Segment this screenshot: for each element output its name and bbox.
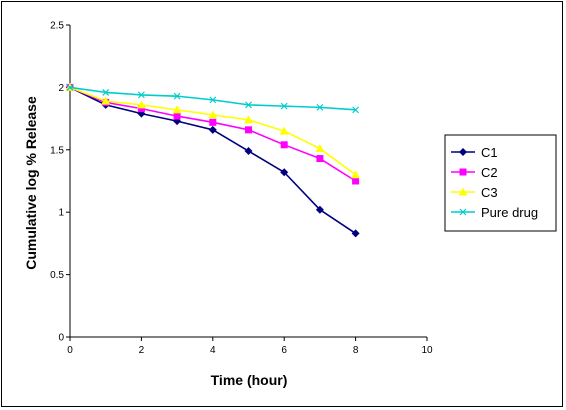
x-ticks: 0 2 4 6 8 10 xyxy=(67,337,433,356)
x-tick-label: 10 xyxy=(421,345,433,356)
x-tick-label: 8 xyxy=(353,345,359,356)
series-line xyxy=(69,86,357,235)
data-point xyxy=(208,125,217,134)
series-group xyxy=(65,82,361,238)
legend-marker xyxy=(458,187,468,196)
data-point xyxy=(136,100,146,109)
y-tick-label: 0.5 xyxy=(50,270,64,281)
data-point xyxy=(209,118,217,126)
legend-marker xyxy=(459,168,467,176)
legend-label: Pure drug xyxy=(481,205,538,220)
data-point xyxy=(101,96,111,105)
data-point xyxy=(173,112,181,120)
y-ticks: 0 0.5 1 1.5 2 2.5 xyxy=(50,21,70,344)
data-point xyxy=(245,101,252,109)
series-c2 xyxy=(66,83,360,185)
data-point xyxy=(315,144,325,153)
y-tick-label: 1.5 xyxy=(50,145,64,156)
legend: C1 C2 C3 Pure drug xyxy=(444,134,557,232)
axes xyxy=(69,25,427,338)
data-point xyxy=(351,170,361,179)
data-point xyxy=(137,105,145,113)
data-point xyxy=(280,168,289,177)
x-tick-label: 0 xyxy=(67,345,73,356)
legend-item: C1 xyxy=(451,145,498,160)
data-point xyxy=(352,177,360,185)
data-point xyxy=(102,88,110,96)
data-point xyxy=(316,155,324,163)
x-axis-label: Time (hour) xyxy=(211,372,288,388)
y-tick-label: 2 xyxy=(58,83,64,94)
data-point xyxy=(279,126,289,135)
data-point xyxy=(66,83,74,91)
data-point xyxy=(244,115,253,124)
data-point xyxy=(351,229,360,238)
legend-label: C1 xyxy=(481,145,498,160)
legend-marker xyxy=(459,208,467,216)
y-axis-label: Cumulative log % Release xyxy=(23,96,39,270)
data-point xyxy=(280,141,288,149)
data-point xyxy=(315,205,324,214)
data-point xyxy=(244,147,253,156)
legend-item: C2 xyxy=(451,165,498,180)
data-point xyxy=(208,110,218,119)
data-point xyxy=(352,106,360,114)
legend-item: C3 xyxy=(451,185,498,200)
data-point xyxy=(173,92,181,100)
series-pure-drug xyxy=(66,83,360,114)
legend-item: Pure drug xyxy=(451,205,538,220)
x-tick-label: 6 xyxy=(281,345,287,356)
data-point xyxy=(209,96,217,104)
data-point xyxy=(137,91,145,99)
legend-marker xyxy=(459,148,467,156)
y-tick-label: 1 xyxy=(58,208,64,219)
data-point xyxy=(316,103,324,111)
y-tick-label: 2.5 xyxy=(50,21,64,32)
data-point xyxy=(280,102,288,110)
x-tick-label: 4 xyxy=(210,345,216,356)
legend-label: C3 xyxy=(481,185,498,200)
legend-label: C2 xyxy=(481,165,498,180)
x-tick-label: 2 xyxy=(139,345,145,356)
data-point xyxy=(172,105,182,114)
data-point xyxy=(245,126,252,134)
y-tick-label: 0 xyxy=(58,333,64,344)
